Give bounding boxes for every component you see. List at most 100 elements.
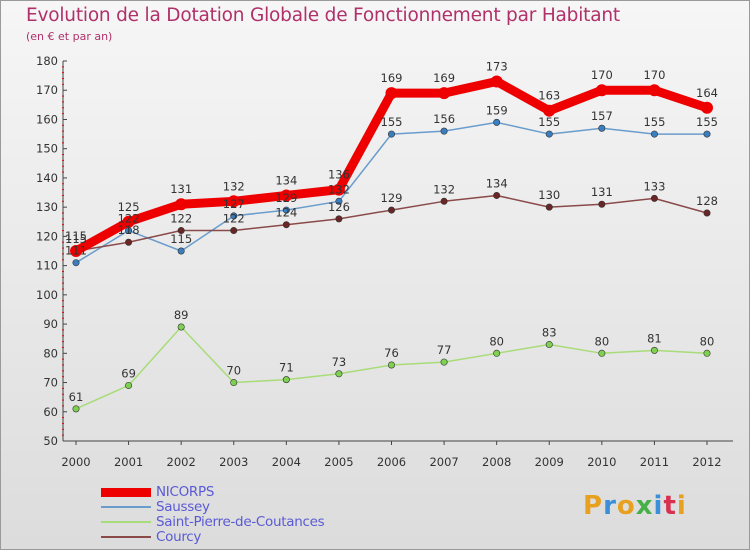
data-point bbox=[598, 349, 606, 357]
data-point bbox=[72, 259, 80, 267]
data-label: 126 bbox=[328, 200, 350, 214]
data-label: 115 bbox=[65, 229, 87, 243]
logo-letter: r bbox=[603, 491, 617, 521]
data-point bbox=[598, 124, 606, 132]
data-label: 115 bbox=[170, 232, 192, 246]
data-label: 80 bbox=[489, 334, 504, 348]
data-label: 132 bbox=[433, 182, 455, 196]
data-point bbox=[703, 349, 711, 357]
legend-label: Saint-Pierre-de-Coutances bbox=[156, 514, 325, 530]
x-tick-label: 2005 bbox=[324, 455, 353, 469]
data-point bbox=[650, 346, 658, 354]
data-point bbox=[650, 194, 658, 202]
x-tick-label: 2012 bbox=[692, 455, 721, 469]
data-point bbox=[175, 198, 188, 211]
data-label: 170 bbox=[591, 68, 613, 82]
y-tick-label: 150 bbox=[36, 142, 58, 156]
chart-subtitle: (en € et par an) bbox=[26, 30, 113, 43]
data-label: 70 bbox=[226, 364, 241, 378]
data-point bbox=[703, 209, 711, 217]
data-point bbox=[230, 379, 238, 387]
legend-label: Courcy bbox=[156, 529, 202, 545]
data-point bbox=[332, 183, 345, 196]
data-label: 122 bbox=[118, 212, 140, 226]
x-tick-label: 2006 bbox=[377, 455, 406, 469]
data-label: 127 bbox=[223, 197, 245, 211]
data-point bbox=[125, 238, 133, 246]
data-label: 83 bbox=[542, 326, 557, 340]
data-label: 132 bbox=[223, 179, 245, 193]
data-label: 128 bbox=[696, 194, 718, 208]
data-label: 156 bbox=[433, 112, 455, 126]
y-tick-label: 140 bbox=[36, 171, 58, 185]
data-point bbox=[335, 370, 343, 378]
data-label: 157 bbox=[591, 109, 613, 123]
x-tick-label: 2010 bbox=[587, 455, 616, 469]
data-point bbox=[701, 101, 713, 114]
data-point bbox=[335, 197, 343, 205]
data-point bbox=[440, 127, 448, 135]
data-label: 122 bbox=[223, 212, 245, 226]
y-tick-label: 80 bbox=[43, 346, 58, 360]
x-tick-label: 2000 bbox=[61, 455, 90, 469]
x-tick-label: 2008 bbox=[482, 455, 511, 469]
data-label: 129 bbox=[275, 191, 297, 205]
y-tick-label: 170 bbox=[36, 83, 58, 97]
data-label: 163 bbox=[538, 89, 560, 103]
data-label: 155 bbox=[696, 115, 718, 129]
data-point bbox=[438, 87, 451, 100]
data-label: 124 bbox=[275, 206, 297, 220]
x-tick-label: 2003 bbox=[219, 455, 248, 469]
data-label: 155 bbox=[381, 115, 403, 129]
data-label: 169 bbox=[433, 71, 455, 85]
series-line-nicorps bbox=[71, 76, 712, 256]
data-label: 133 bbox=[643, 179, 665, 193]
data-label: 129 bbox=[381, 191, 403, 205]
data-label: 89 bbox=[174, 308, 189, 322]
data-point bbox=[177, 247, 185, 255]
data-point bbox=[177, 323, 185, 331]
data-label: 61 bbox=[69, 390, 84, 404]
data-point bbox=[282, 221, 290, 229]
data-point bbox=[282, 376, 290, 384]
data-point bbox=[125, 381, 133, 389]
data-label: 155 bbox=[538, 115, 560, 129]
data-label: 115 bbox=[65, 232, 87, 246]
legend-swatch bbox=[101, 506, 151, 508]
y-tick-label: 60 bbox=[43, 405, 58, 419]
data-label: 131 bbox=[591, 185, 613, 199]
data-point bbox=[177, 227, 185, 235]
data-point bbox=[545, 341, 553, 349]
data-label: 170 bbox=[643, 68, 665, 82]
data-label: 134 bbox=[275, 173, 297, 187]
data-point bbox=[230, 212, 238, 220]
y-tick-label: 90 bbox=[43, 317, 58, 331]
data-label: 71 bbox=[279, 361, 294, 375]
proxiti-logo: Proxiti bbox=[583, 491, 687, 521]
data-point bbox=[72, 405, 80, 413]
data-label: 80 bbox=[700, 334, 715, 348]
data-point bbox=[703, 130, 711, 138]
data-point bbox=[385, 87, 398, 100]
data-label: 77 bbox=[437, 343, 452, 357]
data-label: 118 bbox=[118, 223, 140, 237]
legend-swatch bbox=[101, 536, 151, 538]
data-point bbox=[493, 349, 501, 357]
data-point bbox=[545, 203, 553, 211]
data-point bbox=[598, 200, 606, 208]
legend-swatch bbox=[101, 487, 151, 497]
logo-letter: o bbox=[616, 491, 636, 521]
data-label: 155 bbox=[643, 115, 665, 129]
legend-label: Saussey bbox=[156, 499, 210, 515]
data-label: 81 bbox=[647, 331, 662, 345]
data-point bbox=[230, 227, 238, 235]
y-tick-label: 100 bbox=[36, 288, 58, 302]
data-point bbox=[440, 197, 448, 205]
legend-swatch bbox=[101, 521, 151, 523]
data-point bbox=[122, 215, 135, 228]
data-point bbox=[543, 104, 556, 117]
logo-letter: t bbox=[663, 491, 677, 521]
data-label: 132 bbox=[328, 182, 350, 196]
data-label: 131 bbox=[170, 182, 192, 196]
